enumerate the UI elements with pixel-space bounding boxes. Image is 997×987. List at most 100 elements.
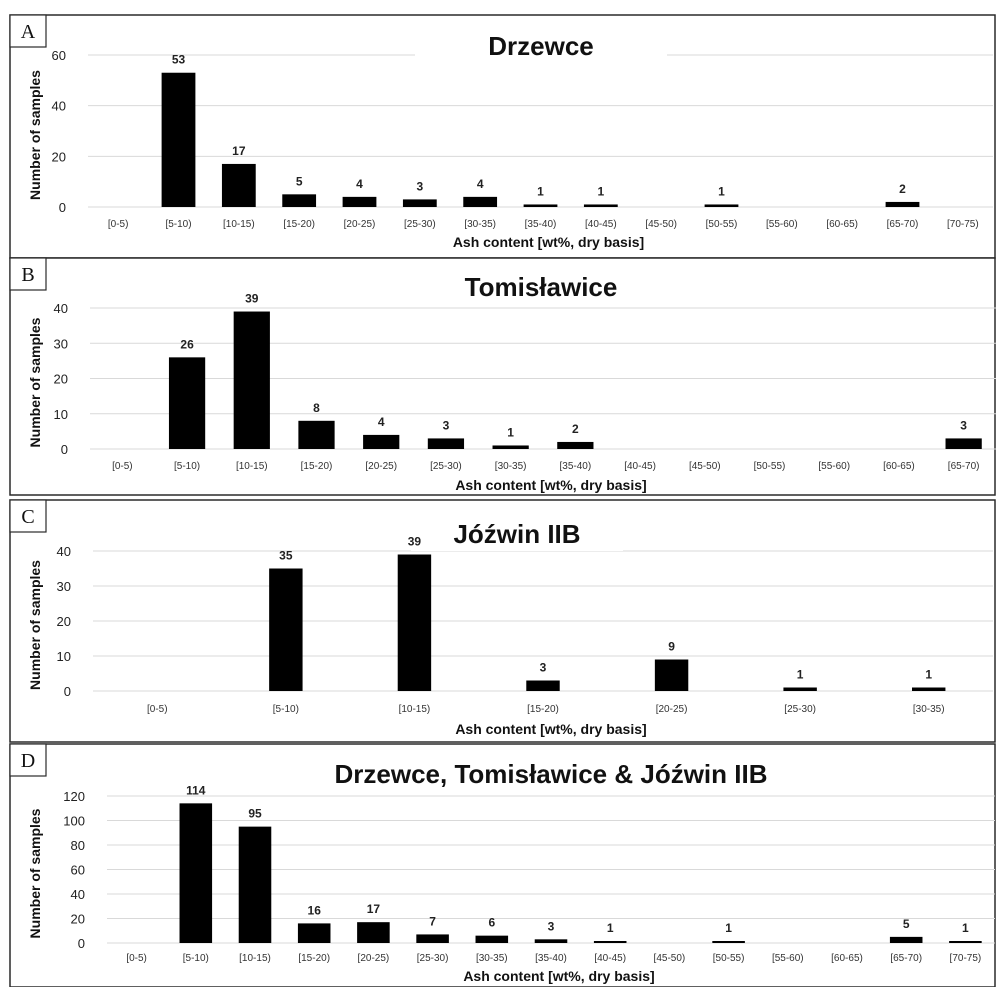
y-tick-label: 0 [59, 200, 66, 215]
x-tick-label: [30-35) [476, 953, 508, 964]
title-backdrop [415, 31, 667, 63]
y-tick-label: 40 [54, 301, 68, 316]
bar [885, 201, 920, 207]
x-tick-label: [10-15) [239, 953, 271, 964]
x-tick-label: [25-30) [404, 219, 436, 230]
x-tick-label: [60-65) [831, 953, 863, 964]
x-tick-label: [20-25) [358, 953, 390, 964]
x-tick-label: [15-20) [527, 704, 559, 715]
x-tick-label: [45-50) [689, 461, 721, 472]
bar [534, 939, 568, 943]
bar [269, 568, 303, 691]
x-tick-label: [45-50) [654, 953, 686, 964]
data-label: 53 [172, 53, 186, 67]
data-label: 1 [725, 921, 732, 935]
data-label: 8 [313, 401, 320, 415]
data-label: 3 [540, 661, 547, 675]
y-axis-label: Number of samples [27, 560, 43, 690]
y-tick-label: 0 [61, 442, 68, 457]
panel-letter: B [21, 264, 34, 286]
bar [282, 194, 317, 207]
bar [363, 434, 400, 449]
y-tick-label: 30 [54, 336, 68, 351]
bar [233, 311, 270, 449]
data-label: 1 [797, 668, 804, 682]
bar [889, 936, 923, 943]
bar [416, 934, 449, 943]
bar [168, 357, 206, 449]
y-tick-label: 40 [57, 544, 71, 559]
x-axis-label: Ash content [wt%, dry basis] [455, 721, 646, 737]
panel-letter-box [9, 14, 47, 48]
y-tick-label: 60 [71, 863, 85, 878]
data-label: 35 [279, 549, 293, 563]
y-tick-label: 0 [78, 936, 85, 951]
bar [238, 826, 272, 943]
chart-title: Jóźwin IIB [453, 519, 580, 549]
x-tick-label: [5-10) [183, 953, 209, 964]
data-label: 17 [367, 902, 381, 916]
x-tick-label: [20-25) [365, 461, 397, 472]
bar [557, 441, 594, 449]
data-label: 3 [960, 418, 967, 432]
bar [523, 204, 558, 207]
bar [704, 204, 739, 207]
data-label: 2 [572, 422, 579, 436]
x-tick-label: [55-60) [766, 219, 798, 230]
bar [179, 803, 213, 943]
x-tick-label: [50-55) [713, 953, 745, 964]
bar [593, 941, 627, 943]
x-tick-label: [35-40) [535, 953, 567, 964]
data-label: 1 [962, 921, 969, 935]
title-backdrop [411, 519, 623, 551]
bar [297, 923, 331, 943]
data-label: 1 [597, 184, 604, 198]
y-tick-label: 80 [71, 838, 85, 853]
x-tick-label: [35-40) [525, 219, 557, 230]
y-tick-label: 20 [57, 614, 71, 629]
x-tick-label: [65-70) [887, 219, 919, 230]
x-tick-label: [30-35) [495, 461, 527, 472]
y-axis-label: Number of samples [27, 317, 43, 447]
bar [912, 687, 946, 691]
y-axis-label: Number of samples [27, 808, 43, 938]
y-tick-label: 40 [71, 887, 85, 902]
bar [712, 941, 745, 943]
data-label: 1 [925, 668, 932, 682]
data-label: 5 [296, 174, 303, 188]
bar [949, 941, 982, 943]
x-tick-label: [0-5) [108, 219, 129, 230]
x-tick-label: [40-45) [585, 219, 617, 230]
y-tick-label: 20 [54, 372, 68, 387]
x-tick-label: [70-75) [950, 953, 982, 964]
data-label: 3 [443, 418, 450, 432]
x-tick-label: [55-60) [772, 953, 804, 964]
data-label: 16 [308, 903, 322, 917]
x-tick-label: [5-10) [273, 704, 299, 715]
x-tick-label: [25-30) [417, 953, 449, 964]
bar [783, 687, 817, 691]
x-tick-label: [65-70) [890, 953, 922, 964]
x-tick-label: [70-75) [947, 219, 979, 230]
x-tick-label: [5-10) [165, 219, 191, 230]
data-label: 17 [232, 144, 246, 158]
data-label: 1 [507, 425, 514, 439]
x-tick-label: [15-20) [301, 461, 333, 472]
y-tick-label: 40 [52, 99, 66, 114]
x-tick-label: [65-70) [948, 461, 980, 472]
x-tick-label: [5-10) [174, 461, 200, 472]
x-tick-label: [0-5) [126, 953, 147, 964]
x-tick-label: [10-15) [399, 704, 431, 715]
chart-panel-d: D 0 20 40 60 80 100 120 Drzewce, Tomisławice & J… [9, 743, 996, 987]
y-tick-label: 0 [64, 684, 71, 699]
chart-panel-b: B 0 10 20 30 40 Tomisławice [0-5) 26 [5-10) 39 [10-… [9, 257, 996, 496]
data-label: 4 [356, 177, 363, 191]
data-label: 6 [488, 916, 495, 930]
data-label: 7 [429, 914, 436, 928]
data-label: 3 [548, 919, 555, 933]
x-axis-label: Ash content [wt%, dry basis] [463, 968, 654, 984]
bar [357, 922, 390, 943]
x-axis-label: Ash content [wt%, dry basis] [453, 234, 644, 250]
title-backdrop [265, 759, 837, 791]
bar [342, 196, 377, 207]
